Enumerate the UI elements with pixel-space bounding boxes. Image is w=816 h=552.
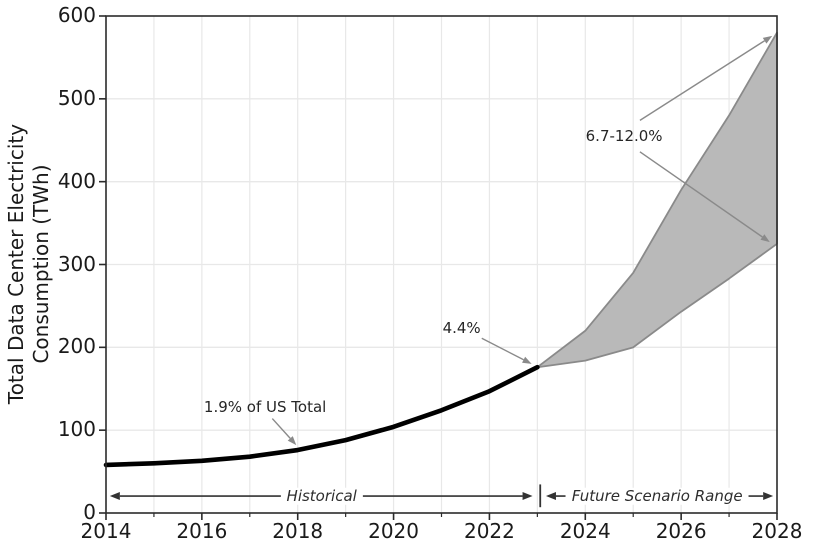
- y-tick-label: 500: [57, 85, 96, 110]
- x-tick-label: 2028: [751, 519, 803, 543]
- y-tick-label: 400: [57, 168, 96, 193]
- y-tick-label: 200: [57, 334, 96, 359]
- x-tick-label: 2026: [655, 519, 707, 543]
- x-tick-label: 2022: [463, 519, 515, 543]
- x-tick-label: 2016: [176, 519, 228, 543]
- y-tick-label: 0: [83, 500, 96, 524]
- y-tick-label: 600: [57, 3, 96, 27]
- x-tick-label: 2014: [80, 519, 132, 543]
- x-tick-label: 2020: [368, 519, 420, 543]
- annotation-6-7-12-0-percent: 6.7-12.0%: [585, 126, 663, 145]
- x-tick-label: 2018: [272, 519, 324, 543]
- annotation-4-4-percent: 4.4%: [442, 319, 481, 338]
- range-label-historical: Historical: [280, 488, 363, 505]
- y-tick-label: 300: [57, 251, 96, 276]
- annotation-1-9-percent-of-us-total: 1.9% of US Total: [203, 397, 327, 416]
- y-tick-label: 100: [57, 417, 96, 442]
- x-tick-label: 2024: [559, 519, 611, 543]
- range-label-future-scenario-range: Future Scenario Range: [565, 488, 749, 505]
